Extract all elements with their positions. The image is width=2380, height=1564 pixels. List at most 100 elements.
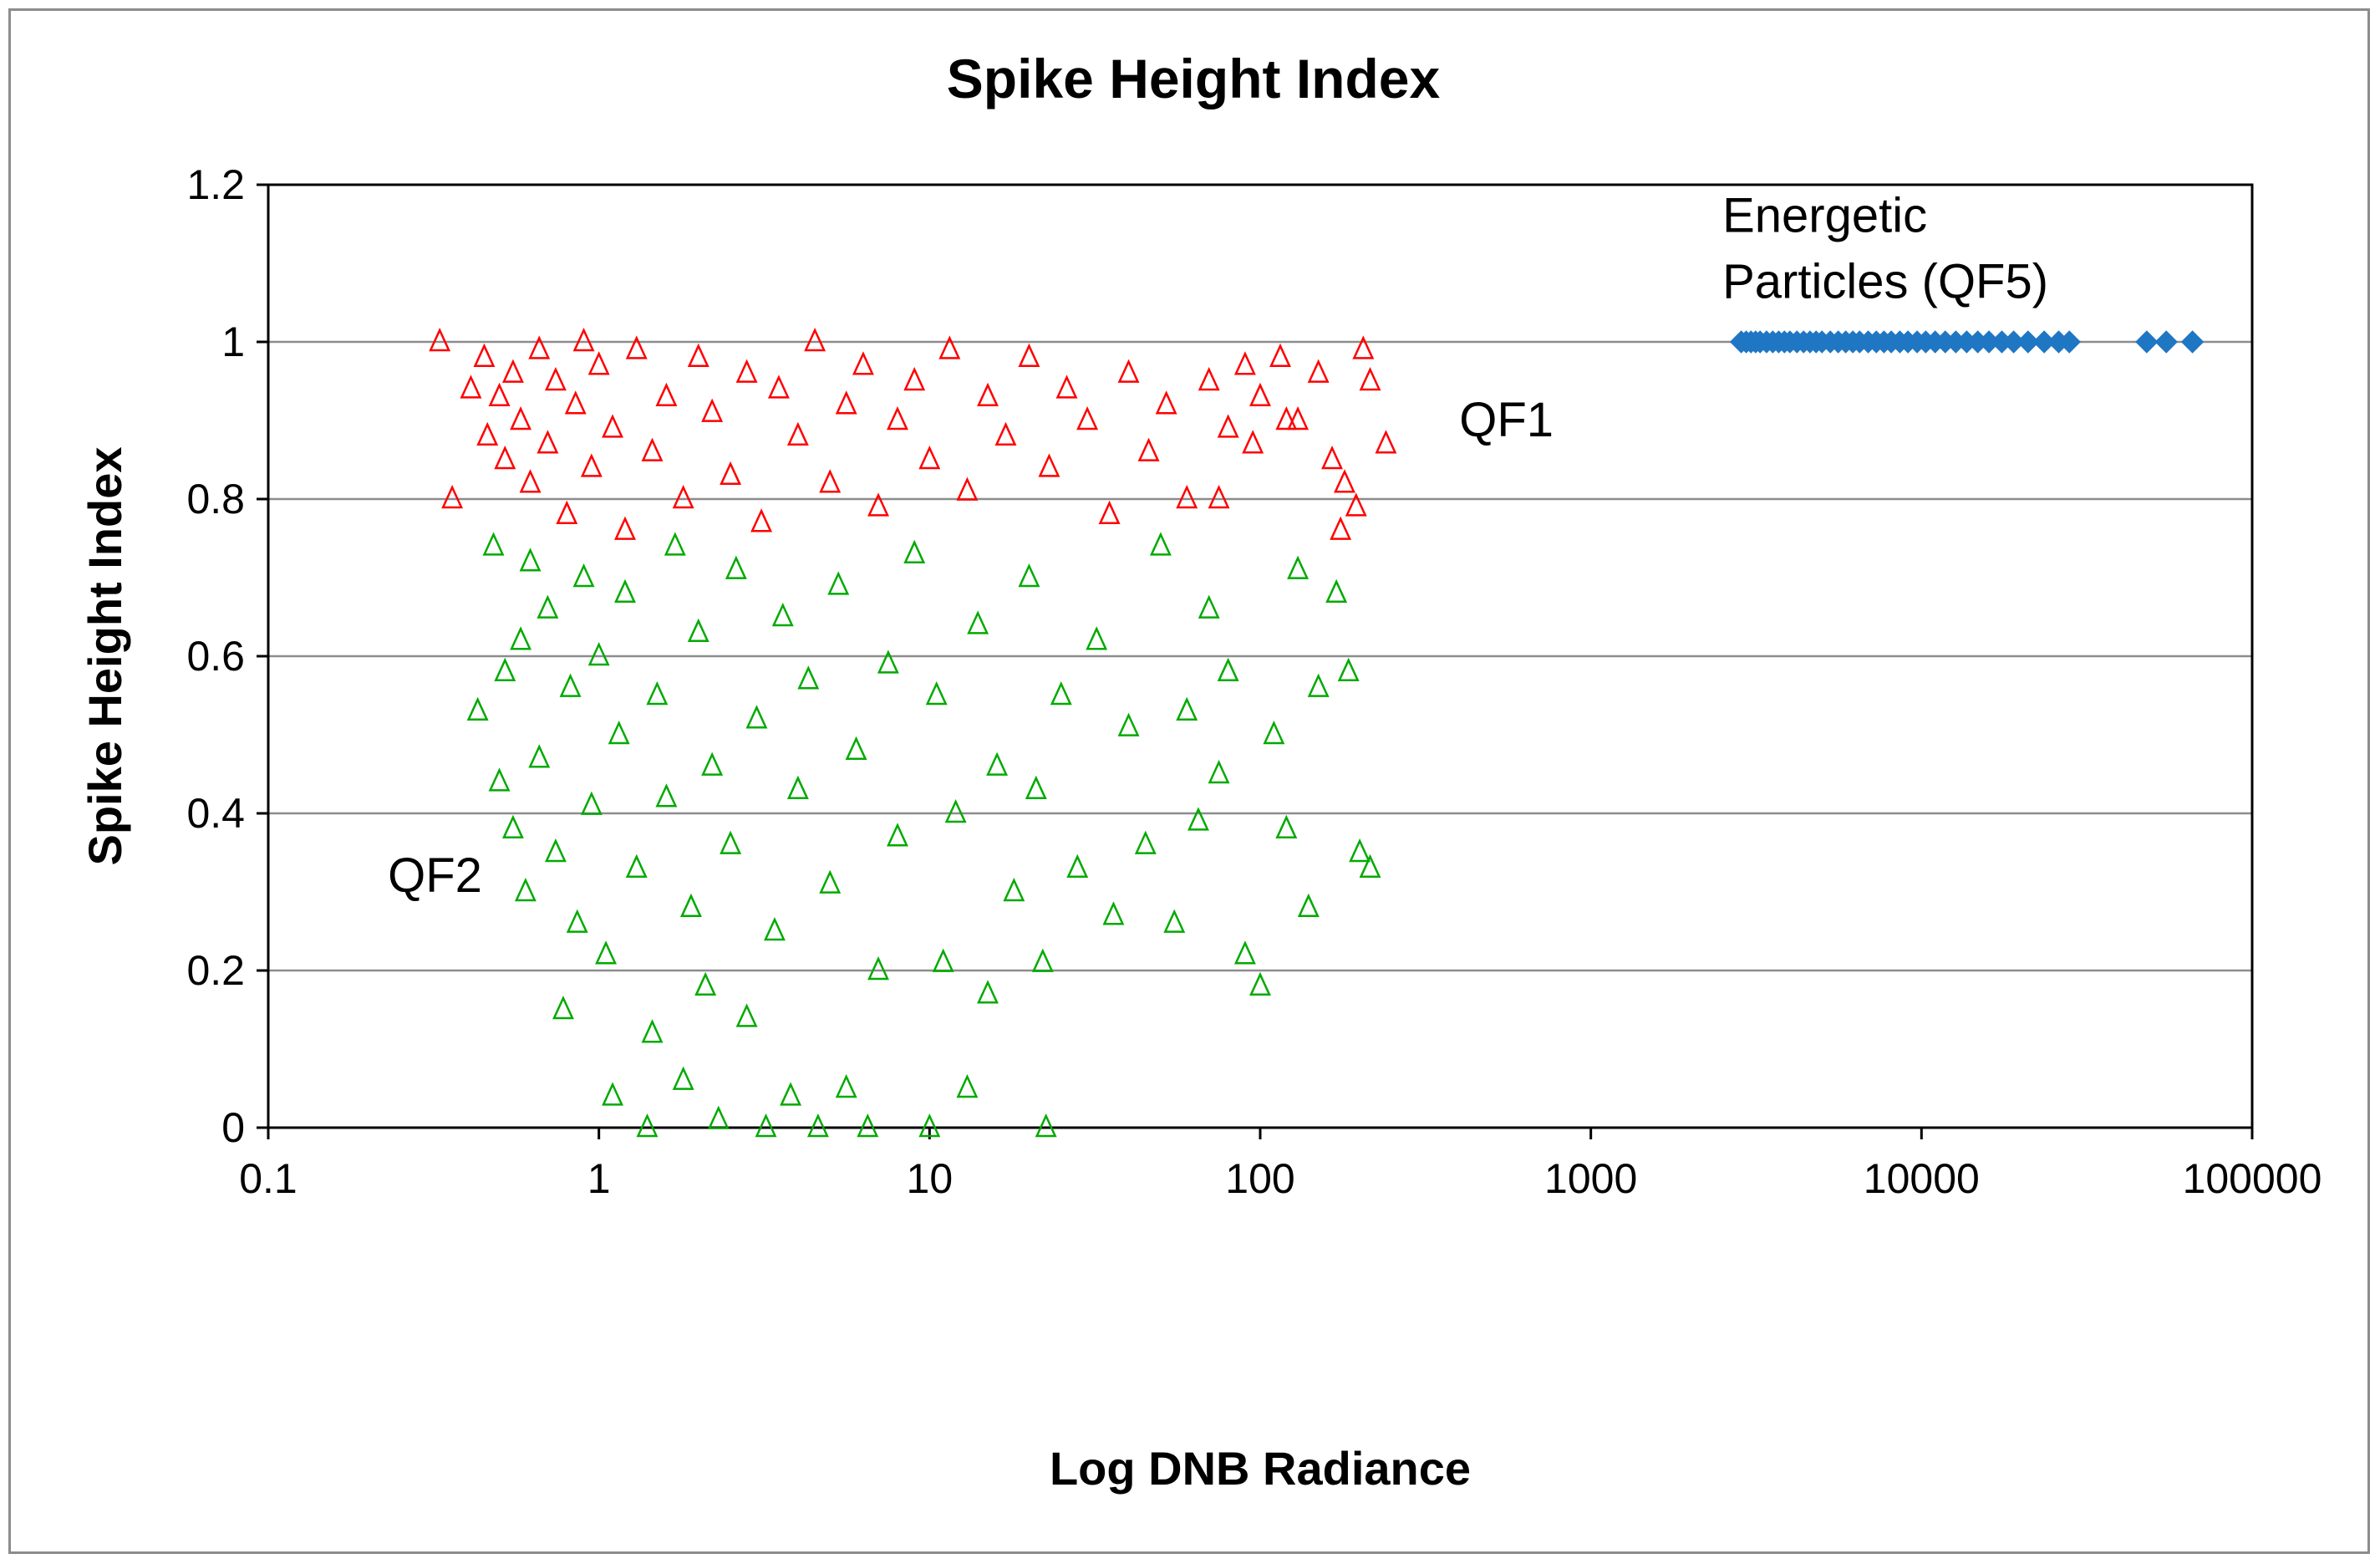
data-point-triangle xyxy=(614,578,636,604)
data-point-triangle xyxy=(1208,484,1230,509)
data-point-triangle xyxy=(887,823,908,847)
data-point-triangle xyxy=(1086,626,1108,650)
data-point-triangle xyxy=(1102,901,1125,925)
data-point-triangle xyxy=(488,767,511,792)
data-point-triangle xyxy=(1249,971,1271,996)
data-point-triangle xyxy=(655,783,678,807)
data-point-triangle xyxy=(572,563,595,588)
data-point-triangle xyxy=(1233,940,1256,965)
data-point-triangle xyxy=(1187,807,1209,831)
data-point-triangle xyxy=(835,390,857,415)
scatter-chart: Spike Height Index 0.1 1 10 100 1000 10000 100… xyxy=(79,48,2322,1495)
data-point-triangle xyxy=(602,414,623,438)
data-point-triangle xyxy=(1035,1113,1057,1138)
data-point-triangle xyxy=(564,390,587,415)
data-point-triangle xyxy=(476,421,499,446)
y-tick-label: 0 xyxy=(221,1104,245,1151)
data-point-triangle xyxy=(602,1082,623,1106)
data-point-triangle xyxy=(967,610,989,634)
x-tick-label: 10000 xyxy=(1864,1155,1980,1202)
data-point-triangle xyxy=(750,508,773,532)
data-point-triangle xyxy=(932,948,954,972)
data-point-triangle xyxy=(1176,696,1198,721)
data-point-triangle xyxy=(1297,893,1320,918)
data-point-triangle xyxy=(804,327,826,352)
chart-title: Spike Height Index xyxy=(947,48,1441,110)
data-point-triangle xyxy=(1287,555,1310,579)
data-point-triangle xyxy=(672,1066,694,1090)
data-point-triangle xyxy=(771,602,794,627)
y-axis-ticks: 0 0.2 0.4 0.6 0.8 1 1.2 xyxy=(186,161,268,1151)
data-point-triangle xyxy=(1031,948,1054,972)
data-point-triangle xyxy=(944,798,967,823)
data-point-triangle xyxy=(544,366,567,391)
data-point-triangle xyxy=(528,744,551,768)
data-point-triangle xyxy=(735,359,758,383)
data-point-triangle xyxy=(1307,359,1330,383)
data-point-triangle xyxy=(1337,657,1360,682)
y-tick-label: 1 xyxy=(221,318,245,365)
series-1 xyxy=(466,532,1381,1138)
series-0 xyxy=(429,327,1397,540)
data-point-triangle xyxy=(1155,390,1177,415)
data-point-triangle xyxy=(852,351,874,375)
data-point-triangle xyxy=(786,775,809,800)
data-point-triangle xyxy=(625,335,648,359)
data-point-triangle xyxy=(636,1113,659,1138)
data-point-triangle xyxy=(1352,335,1375,359)
data-point-triangle xyxy=(1134,830,1157,854)
data-point-triangle xyxy=(1076,405,1099,430)
data-point-triangle xyxy=(501,814,524,839)
data-point-triangle xyxy=(720,461,742,486)
data-point-triangle xyxy=(1208,759,1230,784)
data-point-triangle xyxy=(1025,775,1047,800)
data-point-triangle xyxy=(614,516,636,540)
data-point-triangle xyxy=(510,626,532,650)
data-point-triangle xyxy=(1217,657,1239,682)
data-point-triangle xyxy=(1275,405,1298,430)
data-point-triangle xyxy=(1018,343,1040,368)
data-point-triangle xyxy=(466,696,489,721)
data-point-triangle xyxy=(845,736,867,761)
y-tick-label: 0.2 xyxy=(186,947,245,994)
data-point-triangle xyxy=(1198,366,1220,391)
data-point-triangle xyxy=(1018,563,1040,588)
data-point-triangle xyxy=(519,469,542,493)
data-point-triangle xyxy=(494,657,516,682)
data-point-triangle xyxy=(687,343,709,368)
data-point-triangle xyxy=(441,484,464,509)
data-point-triangle xyxy=(1275,814,1298,839)
data-point-triangle xyxy=(1307,673,1330,697)
x-tick-label: 100000 xyxy=(2183,1155,2322,1202)
data-point-triangle xyxy=(786,421,809,446)
data-point-triangle xyxy=(1198,594,1220,619)
data-point-triangle xyxy=(528,335,551,359)
data-point-triangle xyxy=(1117,359,1140,383)
data-point-triangle xyxy=(482,532,505,556)
data-point-triangle xyxy=(701,398,724,422)
data-point-triangle xyxy=(595,940,617,965)
data-point-triangle xyxy=(938,335,961,359)
data-point-triangle xyxy=(664,532,686,556)
data-point-triangle xyxy=(580,453,603,477)
data-point-triangle xyxy=(1334,469,1355,493)
data-point-triangle xyxy=(1359,366,1381,391)
data-point-triangle xyxy=(1003,877,1025,902)
data-point-triangle xyxy=(867,492,889,517)
data-point-triangle xyxy=(1345,492,1367,517)
data-point-triangle xyxy=(780,1082,802,1106)
data-point-triangle xyxy=(510,405,532,430)
data-point-triangle xyxy=(1263,720,1285,745)
gridlines xyxy=(268,340,2252,972)
data-point-triangle xyxy=(986,751,1009,776)
data-point-triangle xyxy=(918,445,941,470)
data-point-diamond xyxy=(2016,330,2040,354)
data-point-triangle xyxy=(767,374,790,399)
data-point-triangle xyxy=(473,343,496,368)
data-point-triangle xyxy=(725,555,747,579)
data-point-triangle xyxy=(745,705,768,729)
annotation-label: Energetic xyxy=(1722,188,1927,242)
data-point-triangle xyxy=(956,476,979,501)
data-point-triangle xyxy=(819,869,842,894)
data-point-diamond xyxy=(2057,330,2081,354)
